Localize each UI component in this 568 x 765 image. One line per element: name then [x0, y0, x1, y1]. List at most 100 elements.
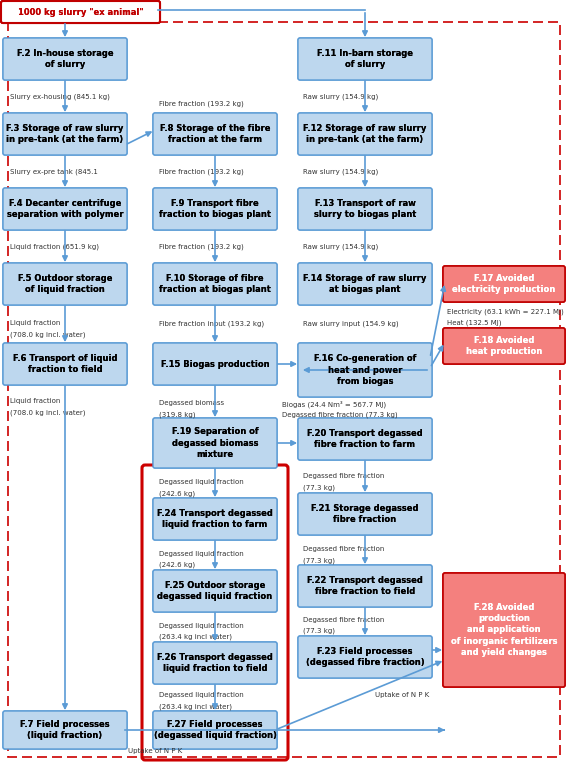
Text: Raw slurry (154.9 kg): Raw slurry (154.9 kg) — [303, 168, 378, 174]
Text: F.19 Separation of
degassed biomass
mixture: F.19 Separation of degassed biomass mixt… — [172, 428, 258, 458]
Text: F.4 Decanter centrifuge
separation with polymer: F.4 Decanter centrifuge separation with … — [7, 199, 123, 219]
Text: F.6 Transport of liquid
fraction to field: F.6 Transport of liquid fraction to fiel… — [12, 354, 117, 374]
Text: F.6 Transport of liquid
fraction to field: F.6 Transport of liquid fraction to fiel… — [12, 354, 117, 374]
Text: (77.3 kg): (77.3 kg) — [303, 628, 335, 634]
Text: F.3 Storage of raw slurry
in pre-tank (at the farm): F.3 Storage of raw slurry in pre-tank (a… — [6, 124, 124, 144]
FancyBboxPatch shape — [3, 38, 127, 80]
FancyBboxPatch shape — [3, 188, 127, 230]
Text: F.8 Storage of the fibre
fraction at the farm: F.8 Storage of the fibre fraction at the… — [160, 124, 270, 144]
Text: Liquid fraction: Liquid fraction — [10, 398, 60, 404]
Text: 1000 kg slurry "ex animal": 1000 kg slurry "ex animal" — [18, 8, 143, 17]
Text: F.12 Storage of raw slurry
in pre-tank (at the farm): F.12 Storage of raw slurry in pre-tank (… — [303, 124, 427, 144]
Text: F.15 Biogas production: F.15 Biogas production — [161, 360, 269, 369]
Text: F.5 Outdoor storage
of liquid fraction: F.5 Outdoor storage of liquid fraction — [18, 274, 112, 294]
Text: F.26 Transport degassed
liquid fraction to field: F.26 Transport degassed liquid fraction … — [157, 653, 273, 673]
Text: F.26 Transport degassed
liquid fraction to field: F.26 Transport degassed liquid fraction … — [157, 653, 273, 673]
FancyBboxPatch shape — [298, 188, 432, 230]
Text: F.4 Decanter centrifuge
separation with polymer: F.4 Decanter centrifuge separation with … — [7, 199, 123, 219]
FancyBboxPatch shape — [298, 636, 432, 678]
FancyBboxPatch shape — [3, 343, 127, 385]
FancyBboxPatch shape — [298, 38, 432, 80]
FancyBboxPatch shape — [153, 418, 277, 468]
FancyBboxPatch shape — [3, 113, 127, 155]
Text: (242.6 kg): (242.6 kg) — [159, 562, 195, 568]
Text: (242.6 kg): (242.6 kg) — [159, 490, 195, 496]
Text: Slurry ex-housing (845.1 kg): Slurry ex-housing (845.1 kg) — [10, 93, 110, 99]
Text: F.20 Transport degassed
fibre fraction to farm: F.20 Transport degassed fibre fraction t… — [307, 429, 423, 449]
FancyBboxPatch shape — [298, 343, 432, 397]
FancyBboxPatch shape — [443, 266, 565, 302]
Text: F.23 Field processes
(degassed fibre fraction): F.23 Field processes (degassed fibre fra… — [306, 647, 424, 667]
FancyBboxPatch shape — [3, 38, 127, 80]
FancyBboxPatch shape — [153, 711, 277, 749]
Text: Biogas (24.4 Nm³ = 567.7 MJ): Biogas (24.4 Nm³ = 567.7 MJ) — [282, 400, 386, 408]
FancyBboxPatch shape — [298, 343, 432, 397]
Text: F.21 Storage degassed
fibre fraction: F.21 Storage degassed fibre fraction — [311, 504, 419, 524]
FancyBboxPatch shape — [298, 565, 432, 607]
Text: F.14 Storage of raw slurry
at biogas plant: F.14 Storage of raw slurry at biogas pla… — [303, 274, 427, 294]
FancyBboxPatch shape — [298, 493, 432, 535]
Text: F.10 Storage of fibre
fraction at biogas plant: F.10 Storage of fibre fraction at biogas… — [159, 274, 271, 294]
Text: F.8 Storage of the fibre
fraction at the farm: F.8 Storage of the fibre fraction at the… — [160, 124, 270, 144]
FancyBboxPatch shape — [153, 642, 277, 684]
FancyBboxPatch shape — [443, 328, 565, 364]
Text: F.12 Storage of raw slurry
in pre-tank (at the farm): F.12 Storage of raw slurry in pre-tank (… — [303, 124, 427, 144]
Text: F.24 Transport degassed
liquid fraction to farm: F.24 Transport degassed liquid fraction … — [157, 509, 273, 529]
FancyBboxPatch shape — [153, 570, 277, 612]
Text: Liquid fraction (651.9 kg): Liquid fraction (651.9 kg) — [10, 243, 99, 249]
Text: Raw slurry (154.9 kg): Raw slurry (154.9 kg) — [303, 93, 378, 99]
Text: F.9 Transport fibre
fraction to biogas plant: F.9 Transport fibre fraction to biogas p… — [159, 199, 271, 219]
Text: F.16 Co-generation of
heat and power
from biogas: F.16 Co-generation of heat and power fro… — [314, 354, 416, 386]
Text: F.5 Outdoor storage
of liquid fraction: F.5 Outdoor storage of liquid fraction — [18, 274, 112, 294]
FancyBboxPatch shape — [153, 343, 277, 385]
Text: Degassed liquid fraction: Degassed liquid fraction — [159, 551, 244, 557]
FancyBboxPatch shape — [3, 711, 127, 749]
FancyBboxPatch shape — [298, 263, 432, 305]
Text: Fibre fraction input (193.2 kg): Fibre fraction input (193.2 kg) — [159, 320, 264, 327]
FancyBboxPatch shape — [3, 343, 127, 385]
Text: F.20 Transport degassed
fibre fraction to farm: F.20 Transport degassed fibre fraction t… — [307, 429, 423, 449]
Text: Degassed liquid fraction: Degassed liquid fraction — [159, 692, 244, 698]
Text: F.27 Field processes
(degassed liquid fraction): F.27 Field processes (degassed liquid fr… — [153, 720, 277, 740]
Text: F.13 Transport of raw
slurry to biogas plant: F.13 Transport of raw slurry to biogas p… — [314, 199, 416, 219]
Text: Uptake of N P K: Uptake of N P K — [375, 692, 429, 698]
FancyBboxPatch shape — [298, 565, 432, 607]
Text: Uptake of N P K: Uptake of N P K — [128, 748, 182, 754]
Text: Degassed liquid fraction: Degassed liquid fraction — [159, 479, 244, 485]
FancyBboxPatch shape — [443, 573, 565, 687]
Text: F.25 Outdoor storage
degassed liquid fraction: F.25 Outdoor storage degassed liquid fra… — [157, 581, 273, 601]
Text: Degassed fibre fraction: Degassed fibre fraction — [303, 473, 385, 479]
Text: Electricity (63.1 kWh = 227.1 MJ): Electricity (63.1 kWh = 227.1 MJ) — [447, 308, 564, 314]
Text: (77.3 kg): (77.3 kg) — [303, 484, 335, 490]
Text: F.9 Transport fibre
fraction to biogas plant: F.9 Transport fibre fraction to biogas p… — [159, 199, 271, 219]
FancyBboxPatch shape — [153, 263, 277, 305]
Text: F.24 Transport degassed
liquid fraction to farm: F.24 Transport degassed liquid fraction … — [157, 509, 273, 529]
Text: F.16 Co-generation of
heat and power
from biogas: F.16 Co-generation of heat and power fro… — [314, 354, 416, 386]
Text: Liquid fraction: Liquid fraction — [10, 320, 60, 326]
Text: F.2 In-house storage
of slurry: F.2 In-house storage of slurry — [16, 49, 113, 69]
Text: F.3 Storage of raw slurry
in pre-tank (at the farm): F.3 Storage of raw slurry in pre-tank (a… — [6, 124, 124, 144]
Text: Degassed fibre fraction: Degassed fibre fraction — [303, 617, 385, 623]
Text: (319.8 kg): (319.8 kg) — [159, 411, 195, 418]
Text: (263.4 kg incl water): (263.4 kg incl water) — [159, 703, 232, 709]
Text: F.28 Avoided
production
and application
of inorganic fertilizers
and yield chang: F.28 Avoided production and application … — [451, 604, 557, 656]
FancyBboxPatch shape — [298, 38, 432, 80]
FancyBboxPatch shape — [153, 570, 277, 612]
Text: Degassed liquid fraction: Degassed liquid fraction — [159, 623, 244, 629]
Text: (708.0 kg incl. water): (708.0 kg incl. water) — [10, 409, 86, 415]
FancyBboxPatch shape — [153, 188, 277, 230]
Text: (708.0 kg incl. water): (708.0 kg incl. water) — [10, 331, 86, 337]
Text: F.18 Avoided
heat production: F.18 Avoided heat production — [466, 336, 542, 356]
FancyBboxPatch shape — [3, 113, 127, 155]
Text: Fibre fraction (193.2 kg): Fibre fraction (193.2 kg) — [159, 243, 244, 249]
FancyBboxPatch shape — [3, 263, 127, 305]
Text: Heat (132.5 MJ): Heat (132.5 MJ) — [447, 319, 502, 325]
Text: F.25 Outdoor storage
degassed liquid fraction: F.25 Outdoor storage degassed liquid fra… — [157, 581, 273, 601]
FancyBboxPatch shape — [298, 418, 432, 460]
Text: (77.3 kg): (77.3 kg) — [303, 557, 335, 564]
Text: F.22 Transport degassed
fibre fraction to field: F.22 Transport degassed fibre fraction t… — [307, 576, 423, 596]
FancyBboxPatch shape — [153, 188, 277, 230]
Text: (263.4 kg incl water): (263.4 kg incl water) — [159, 634, 232, 640]
FancyBboxPatch shape — [298, 636, 432, 678]
FancyBboxPatch shape — [1, 1, 160, 23]
